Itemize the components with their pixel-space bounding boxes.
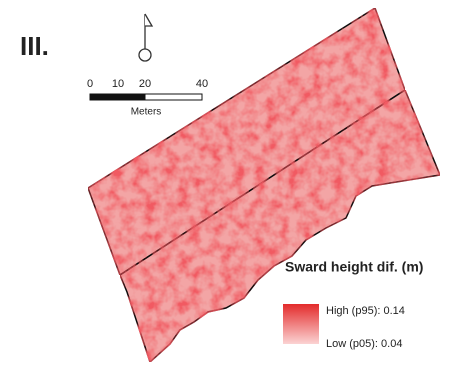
north-arrow [139, 14, 152, 61]
legend-gradient [283, 304, 319, 344]
legend-title: Sward height dif. (m) [285, 259, 423, 275]
legend-high-label: High (p95): 0.14 [326, 305, 405, 317]
panel-label: III. [20, 31, 49, 61]
scale-bar [90, 94, 202, 100]
scale-tick-label: 40 [196, 78, 208, 90]
scale-unit: Meters [131, 107, 162, 118]
scale-tick-label: 0 [87, 78, 93, 90]
legend-low-label: Low (p05): 0.04 [326, 338, 402, 350]
scale-tick-label: 10 [112, 78, 124, 90]
map-figure: III. 0 10 20 40 Meters Sward height dif.… [0, 0, 460, 365]
scale-tick-label: 20 [139, 78, 151, 90]
